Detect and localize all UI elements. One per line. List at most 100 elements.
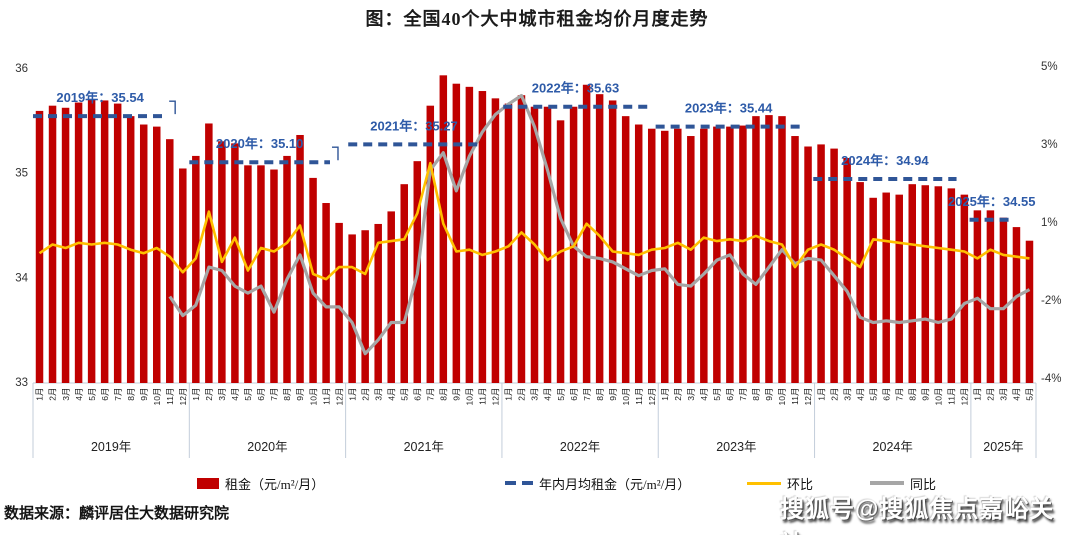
rent-bar xyxy=(400,184,408,383)
svg-text:1月: 1月 xyxy=(973,388,983,401)
svg-text:10月: 10月 xyxy=(934,388,944,406)
avg-label: 2025年：34.55 xyxy=(948,194,1035,209)
rent-bar xyxy=(999,217,1008,383)
year-label: 2020年 xyxy=(247,440,287,454)
svg-text:3月: 3月 xyxy=(217,388,227,401)
rent-bar xyxy=(257,165,265,383)
svg-text:10月: 10月 xyxy=(621,388,631,406)
rent-bar xyxy=(960,194,969,383)
avg-label: 2023年：35.44 xyxy=(685,101,773,116)
svg-text:9月: 9月 xyxy=(452,388,462,401)
svg-text:9月: 9月 xyxy=(295,388,305,401)
svg-text:4月: 4月 xyxy=(543,388,553,401)
avg-dashed-swatch-icon xyxy=(505,480,533,486)
svg-text:2月: 2月 xyxy=(360,388,370,401)
svg-text:5月: 5月 xyxy=(868,388,878,401)
legend-label-mom: 环比 xyxy=(787,476,814,492)
rent-bar xyxy=(661,130,669,383)
legend-label-rent: 租金（元/m²/月） xyxy=(225,476,325,492)
svg-text:5月: 5月 xyxy=(556,388,566,401)
svg-text:1月: 1月 xyxy=(660,388,670,401)
rent-bar xyxy=(843,158,851,383)
svg-text:3月: 3月 xyxy=(61,388,71,401)
rent-bar xyxy=(205,123,213,384)
rent-bar xyxy=(543,106,552,383)
svg-text:1%: 1% xyxy=(1041,217,1058,229)
rent-bar xyxy=(231,143,239,383)
rent-bar xyxy=(856,182,864,383)
svg-text:2月: 2月 xyxy=(986,388,996,401)
rent-bar xyxy=(374,223,382,383)
rent-bar xyxy=(934,186,943,383)
rent-bar xyxy=(713,126,721,383)
svg-text:12月: 12月 xyxy=(334,388,344,406)
svg-text:9月: 9月 xyxy=(764,388,774,401)
avg-label: 2021年：35.27 xyxy=(370,118,457,133)
rent-bar xyxy=(608,100,617,384)
rent-bar xyxy=(804,146,812,383)
svg-text:11月: 11月 xyxy=(947,388,957,405)
axis-labels: 36 35 34 33 5% 3% 1% -2% -4% xyxy=(15,61,1061,389)
svg-text:36: 36 xyxy=(15,63,28,75)
data-source-note: 数据来源：麟评居住大数据研究院 xyxy=(4,506,230,522)
mom-line-swatch-icon xyxy=(747,481,781,485)
svg-text:4月: 4月 xyxy=(386,388,396,401)
rent-bar xyxy=(973,210,982,383)
rent-bar xyxy=(361,230,369,383)
svg-text:4月: 4月 xyxy=(699,388,709,401)
rent-bar xyxy=(674,128,682,383)
rent-bar xyxy=(582,84,591,383)
watermark-sohu: 搜狐号@搜狐焦点嘉峪关站 xyxy=(780,496,1055,535)
svg-text:11月: 11月 xyxy=(634,388,644,405)
rent-bar xyxy=(752,116,760,383)
year-label: 2022年 xyxy=(560,440,600,454)
yoy-line xyxy=(168,93,1031,356)
rent-bar xyxy=(335,222,343,383)
svg-text:6月: 6月 xyxy=(412,388,422,401)
rent-bar xyxy=(426,105,435,384)
svg-text:1月: 1月 xyxy=(504,388,514,401)
legend-item-yoy: 同比 xyxy=(870,472,936,494)
legend-label-avg: 年内月均租金（元/m²/月） xyxy=(539,476,691,492)
svg-text:33: 33 xyxy=(15,377,28,389)
rent-bar xyxy=(1025,240,1034,383)
svg-text:1月: 1月 xyxy=(816,388,826,401)
svg-text:5月: 5月 xyxy=(1025,388,1035,401)
svg-text:12月: 12月 xyxy=(960,388,970,406)
svg-text:2月: 2月 xyxy=(517,388,527,401)
svg-text:3月: 3月 xyxy=(999,388,1009,401)
year-label: 2024年 xyxy=(873,440,913,454)
rent-bar xyxy=(869,197,877,383)
svg-text:3月: 3月 xyxy=(373,388,383,401)
svg-text:5月: 5月 xyxy=(87,388,97,401)
legend-item-rent: 租金（元/m²/月） xyxy=(197,472,324,494)
rent-bar xyxy=(439,75,448,384)
rent-bar xyxy=(270,169,278,383)
rent-bar xyxy=(700,128,708,383)
svg-text:11月: 11月 xyxy=(478,388,488,405)
rent-bar xyxy=(35,110,44,383)
svg-text:8月: 8月 xyxy=(282,388,292,401)
rent-bar xyxy=(152,126,161,383)
rent-bar xyxy=(478,91,487,383)
legend-label-yoy: 同比 xyxy=(910,476,937,492)
svg-text:10月: 10月 xyxy=(465,388,475,406)
svg-text:2月: 2月 xyxy=(204,388,214,401)
svg-text:2月: 2月 xyxy=(48,388,58,401)
legend-item-mom: 环比 xyxy=(747,472,813,494)
rent-bar xyxy=(791,136,799,383)
svg-text:35: 35 xyxy=(15,168,28,180)
svg-text:8月: 8月 xyxy=(907,388,917,401)
svg-text:10月: 10月 xyxy=(152,388,162,406)
rent-trend-chart: 36 35 34 33 5% 3% 1% -2% -4% 2019年：35.54 2020年：35.… xyxy=(15,61,1061,458)
rent-bar xyxy=(283,155,291,383)
svg-text:7月: 7月 xyxy=(894,388,904,401)
rent-bar xyxy=(908,184,917,383)
rent-bar xyxy=(244,165,252,383)
chart-title: 图：全国40个大中城市租金均价月度走势 xyxy=(365,9,709,29)
svg-text:12月: 12月 xyxy=(178,388,188,406)
rent-bar xyxy=(87,99,96,384)
svg-text:11月: 11月 xyxy=(321,388,331,405)
